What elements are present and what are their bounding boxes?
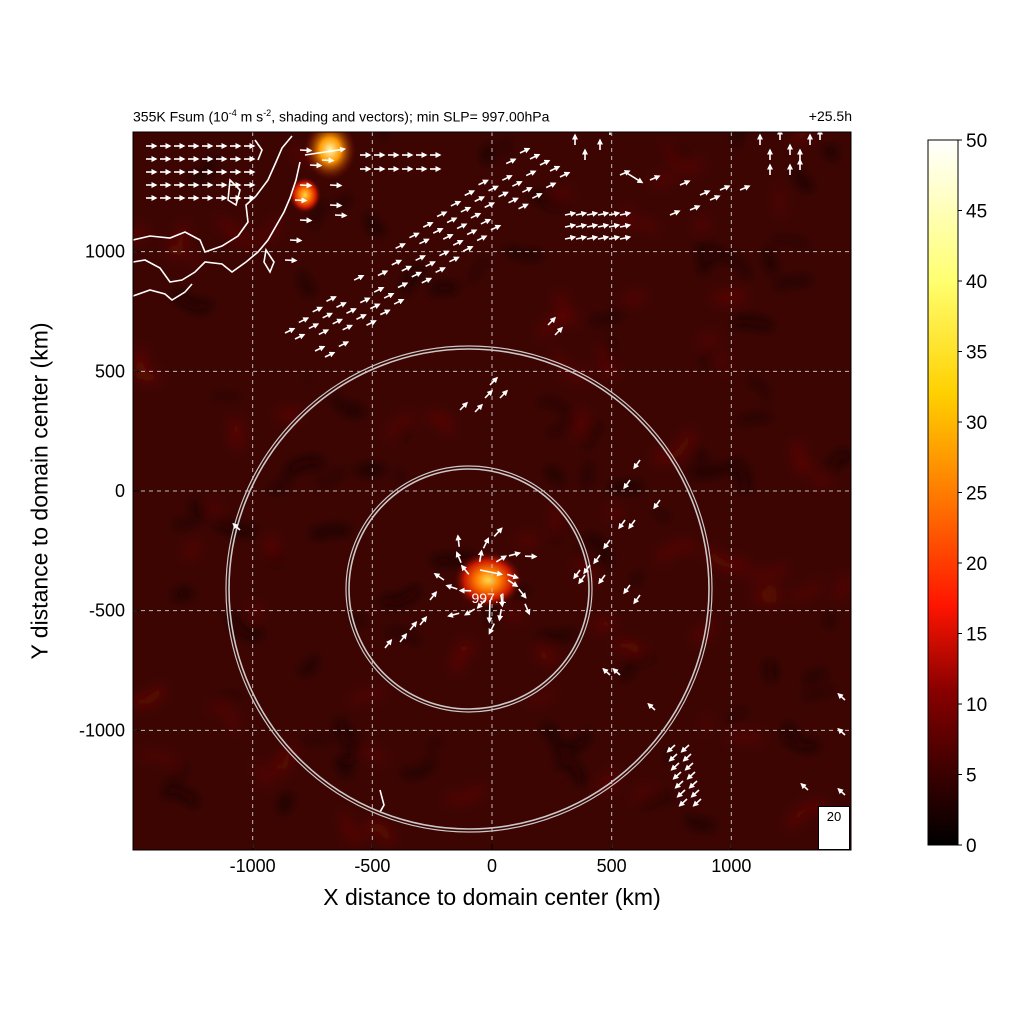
wind-vector — [285, 260, 296, 261]
y-tick-label: -500 — [89, 601, 125, 621]
y-tick-label: 0 — [115, 481, 125, 501]
wind-vector — [335, 215, 346, 216]
colorbar-ticks: 0 5 10 15 20 25 30 35 40 45 50 — [958, 131, 987, 857]
wind-vector — [330, 185, 341, 186]
x-tick-label: 1000 — [711, 856, 751, 876]
wind-vector — [300, 150, 311, 151]
forecast-time: +25.5h — [809, 108, 852, 124]
colorbar-tick-label: 30 — [966, 413, 987, 434]
colorbar-tick-label: 10 — [966, 695, 987, 716]
jet-secondary-shading — [289, 177, 321, 213]
wind-vector — [290, 240, 301, 241]
colorbar — [928, 140, 958, 845]
x-tick-label: 500 — [597, 856, 627, 876]
colorbar-tick-label: 15 — [966, 625, 987, 646]
wind-vector — [330, 205, 341, 206]
colorbar-tick-label: 40 — [966, 272, 987, 293]
colorbar-tick-label: 50 — [966, 131, 987, 152]
reference-vector-box: 20 — [818, 806, 850, 850]
x-tick-label: -1000 — [230, 856, 276, 876]
colorbar-tick-label: 0 — [966, 836, 977, 857]
x-axis-label: X distance to domain center (km) — [133, 884, 851, 911]
wind-vector — [310, 165, 321, 166]
wind-vector — [322, 160, 333, 161]
wind-vector — [295, 200, 306, 201]
wind-vector — [300, 220, 311, 221]
colorbar-tick-label: 5 — [966, 766, 977, 787]
chart-title: 355K Fsum (10-4 m s-2, shading and vecto… — [133, 108, 549, 125]
x-tick-label: 0 — [487, 856, 497, 876]
colorbar-tick-label: 35 — [966, 343, 987, 364]
colorbar-tick-label: 45 — [966, 202, 987, 223]
y-tick-label: 500 — [95, 361, 125, 381]
y-tick-label: -1000 — [79, 720, 125, 740]
wind-vector — [300, 185, 311, 186]
y-axis-label: Y distance to domain center (km) — [27, 322, 54, 659]
jet-maximum-shading — [304, 120, 356, 180]
colorbar-tick-label: 20 — [966, 554, 987, 575]
reference-vector-value: 20 — [819, 809, 849, 824]
heatmap-field — [121, 120, 851, 850]
colorbar-tick-label: 25 — [966, 484, 987, 505]
x-tick-label: -500 — [354, 856, 390, 876]
storm-center-label: 997.1 — [471, 590, 506, 606]
y-tick-label: 1000 — [85, 242, 125, 262]
